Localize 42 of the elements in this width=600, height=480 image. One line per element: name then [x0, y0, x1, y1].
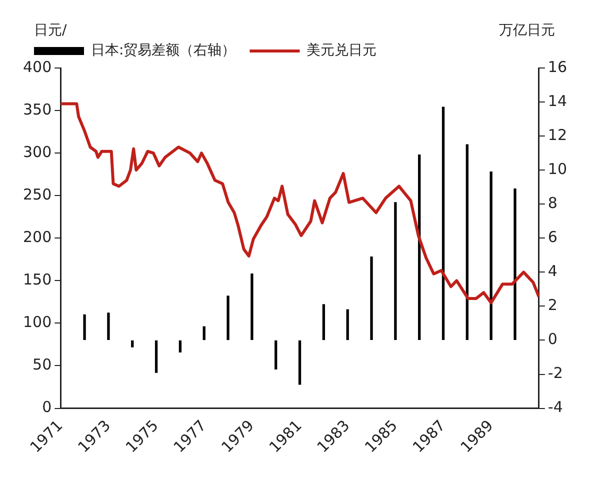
legend-label: 美元兑日元 [306, 42, 377, 59]
bar [346, 309, 349, 340]
bar [394, 202, 397, 340]
y-tick-label: 400 [22, 58, 52, 76]
bar [322, 304, 326, 340]
bar [154, 340, 158, 373]
y2-tick-label: 14 [548, 92, 568, 110]
y2-axis-title: 万亿日元 [499, 22, 555, 39]
bar [466, 144, 468, 340]
y2-tick-label: 12 [548, 126, 568, 144]
bar [274, 340, 278, 370]
y-tick-label: 50 [32, 356, 52, 374]
y-axis-title: 日元/ [34, 22, 67, 39]
bar [83, 314, 86, 340]
bar [202, 326, 206, 340]
y2-tick-label: -4 [548, 398, 563, 416]
y-tick-label: 350 [22, 100, 52, 118]
y-tick-label: 100 [22, 313, 52, 332]
bar [226, 296, 230, 340]
y-tick-label: 300 [22, 142, 52, 161]
bar [298, 340, 302, 385]
bar [442, 106, 445, 340]
y-tick-label: 250 [22, 185, 52, 204]
y2-tick-label: 4 [548, 262, 558, 280]
bar [250, 274, 254, 340]
bar [131, 340, 134, 348]
y-tick-label: 200 [22, 228, 52, 246]
y2-tick-label: 6 [548, 228, 558, 246]
bar [490, 171, 492, 340]
bar [370, 256, 373, 340]
y2-tick-label: 0 [548, 330, 558, 348]
legend-label: 日本:贸易差额（右轴） [91, 42, 236, 59]
bar [107, 312, 110, 340]
y2-tick-label: 16 [548, 58, 568, 76]
y-tick-label: 0 [42, 398, 52, 416]
y2-tick-label: 10 [548, 160, 568, 178]
y2-tick-label: 2 [548, 296, 558, 314]
y2-tick-label: 8 [548, 194, 558, 212]
bar [178, 340, 182, 352]
y2-tick-label: -2 [548, 364, 563, 382]
bar [514, 188, 516, 340]
y-tick-label: 150 [22, 270, 52, 289]
